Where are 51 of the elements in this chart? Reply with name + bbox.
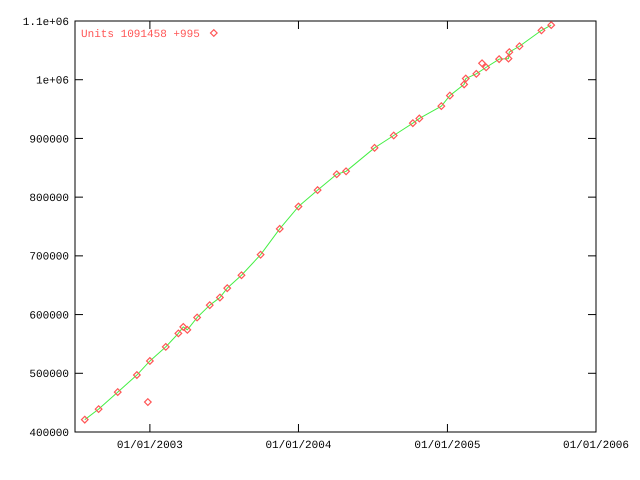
point	[276, 224, 284, 233]
point	[162, 342, 170, 351]
point	[495, 55, 504, 64]
legend-label: Units 1091458 +995	[81, 28, 200, 41]
point	[114, 388, 122, 396]
point	[132, 371, 141, 379]
y-tick-label: 500000	[29, 369, 69, 382]
point	[216, 294, 224, 302]
point	[415, 114, 424, 122]
point	[446, 92, 454, 100]
point	[478, 59, 486, 68]
x-tick-label: 01/01/2006	[562, 440, 630, 452]
point	[314, 186, 322, 194]
point	[516, 42, 524, 50]
point	[183, 326, 192, 334]
y-tick-label: 900000	[29, 134, 69, 146]
point	[437, 102, 446, 110]
point	[505, 48, 514, 56]
point	[332, 170, 341, 178]
point	[174, 329, 182, 338]
point	[206, 301, 214, 310]
point	[94, 405, 103, 414]
point	[538, 26, 546, 34]
point	[223, 284, 232, 292]
point	[390, 132, 398, 140]
y-tick-label: 800000	[29, 192, 69, 205]
point	[462, 74, 470, 82]
x-tick-label: 01/01/2003	[116, 440, 183, 452]
point	[504, 54, 512, 62]
point	[80, 416, 89, 424]
y-tick-label: 400000	[29, 428, 69, 440]
point	[238, 271, 246, 280]
point	[342, 167, 350, 176]
point	[193, 314, 202, 322]
y-tick-label: 600000	[29, 310, 69, 322]
x-tick-label: 01/01/2004	[265, 440, 332, 452]
point	[370, 144, 378, 152]
point	[179, 322, 188, 331]
y-tick-label: 1.1e+06	[22, 16, 69, 29]
point	[482, 63, 490, 72]
point	[294, 202, 302, 210]
point	[256, 250, 265, 259]
y-tick-label: 700000	[29, 252, 69, 264]
point	[146, 357, 154, 365]
point	[472, 70, 480, 78]
point	[144, 398, 152, 406]
y-tick-label: 1e+06	[36, 76, 69, 88]
point	[547, 21, 556, 30]
x-tick-label: 01/01/2005	[414, 440, 480, 452]
point	[460, 80, 468, 88]
point	[408, 119, 417, 128]
